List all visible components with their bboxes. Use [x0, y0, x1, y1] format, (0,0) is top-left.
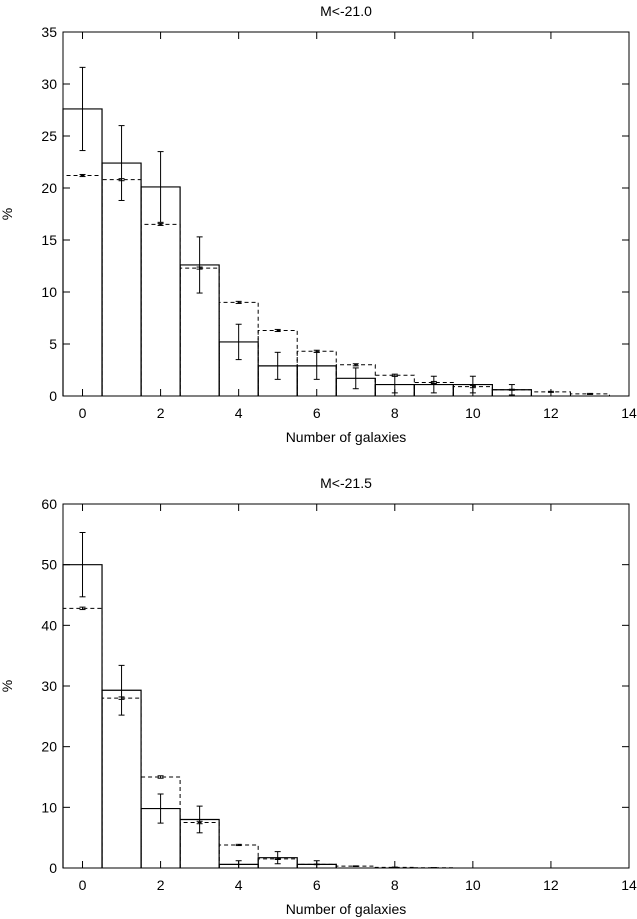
error-bar-solid [196, 805, 203, 834]
y-tick-label: 20 [41, 180, 57, 196]
error-bar-dashed [196, 820, 203, 825]
error-bar-dashed [274, 328, 281, 333]
y-tick-label: 20 [41, 739, 57, 755]
bar-solid [62, 564, 103, 868]
error-bar-solid [469, 375, 476, 394]
error-bar-solid [157, 151, 164, 223]
x-tick-label: 10 [465, 405, 481, 421]
error-bar-dashed [391, 373, 398, 377]
x-tick-label: 14 [621, 405, 637, 421]
error-bar-solid [79, 66, 86, 152]
error-bar-solid [157, 793, 164, 824]
bar-dashed [62, 607, 103, 868]
x-tick-label: 2 [157, 877, 165, 893]
bar-dashed [374, 866, 415, 868]
x-tick-label: 2 [157, 405, 165, 421]
error-bar-dashed [586, 392, 593, 395]
y-tick-label: 40 [41, 617, 57, 633]
x-axis-label: Number of galaxies [286, 901, 407, 917]
bar-solid [62, 108, 103, 396]
x-tick-label: 14 [621, 877, 637, 893]
error-bar-dashed [157, 222, 164, 226]
y-tick-label: 15 [41, 232, 57, 248]
error-bar-dashed [313, 863, 320, 866]
x-tick-label: 12 [543, 877, 559, 893]
error-bar-dashed [196, 266, 203, 270]
error-bar-solid [79, 532, 86, 598]
plot-frame [62, 31, 630, 397]
x-tick-label: 12 [543, 405, 559, 421]
y-tick-label: 0 [49, 388, 57, 404]
y-tick-label: 50 [41, 557, 57, 573]
x-axis-label: Number of galaxies [286, 429, 407, 445]
error-bar-solid [118, 664, 125, 716]
error-bar-solid [235, 860, 242, 869]
error-bar-solid [274, 851, 281, 865]
chart-title: M<-21.0 [320, 3, 372, 19]
error-bar-solid [274, 351, 281, 380]
error-bar-dashed [469, 385, 476, 389]
x-tick-label: 0 [79, 405, 87, 421]
plot-frame [62, 503, 630, 869]
y-tick-label: 25 [41, 128, 57, 144]
error-bar-dashed [430, 380, 437, 385]
error-bar-dashed [157, 775, 164, 779]
error-bar-dashed [235, 300, 242, 304]
chart-title: M<-21.5 [320, 475, 372, 491]
error-bar-solid [235, 323, 242, 361]
y-tick-label: 60 [41, 496, 57, 512]
error-bar-dashed [79, 173, 86, 178]
y-axis-label: % [0, 680, 15, 692]
bar-dashed [101, 179, 142, 396]
y-tick-label: 30 [41, 678, 57, 694]
error-bar-dashed [391, 866, 398, 869]
y-tick-label: 10 [41, 284, 57, 300]
y-axis-label: % [0, 208, 15, 220]
x-tick-label: 8 [391, 877, 399, 893]
bar-dashed [491, 389, 532, 396]
chart-panel-bottom: M<-21.5 % Number of galaxies 01020304050… [0, 475, 637, 917]
error-bar-dashed [352, 363, 359, 367]
error-bar-dashed [79, 606, 86, 611]
x-tick-label: 6 [313, 405, 321, 421]
error-bar-dashed [508, 388, 515, 391]
bar-dashed [62, 175, 103, 396]
x-tick-label: 4 [235, 877, 243, 893]
error-bar-solid [118, 125, 125, 201]
bar-dashed [413, 381, 454, 396]
x-tick-label: 8 [391, 405, 399, 421]
error-bar-dashed [313, 349, 320, 353]
error-bar-dashed [547, 390, 554, 393]
y-tick-label: 5 [49, 336, 57, 352]
error-bar-solid [352, 367, 359, 390]
error-bar-dashed [352, 865, 359, 867]
error-bar-dashed [274, 857, 281, 861]
error-bar-solid [430, 375, 437, 394]
error-bar-solid [196, 236, 203, 294]
y-tick-label: 35 [41, 24, 57, 40]
y-tick-label: 10 [41, 799, 57, 815]
bar-dashed [140, 223, 181, 396]
error-bar-dashed [118, 178, 125, 182]
bar-dashed [101, 697, 142, 868]
error-bar-dashed [118, 696, 125, 700]
chart-panel-top: M<-21.0 % Number of galaxies 05101520253… [0, 3, 637, 445]
y-tick-label: 30 [41, 76, 57, 92]
bar-solid [101, 689, 142, 868]
error-bar-dashed [235, 843, 242, 847]
x-tick-label: 10 [465, 877, 481, 893]
x-tick-label: 4 [235, 405, 243, 421]
y-tick-label: 0 [49, 860, 57, 876]
x-tick-label: 0 [79, 877, 87, 893]
x-tick-label: 6 [313, 877, 321, 893]
